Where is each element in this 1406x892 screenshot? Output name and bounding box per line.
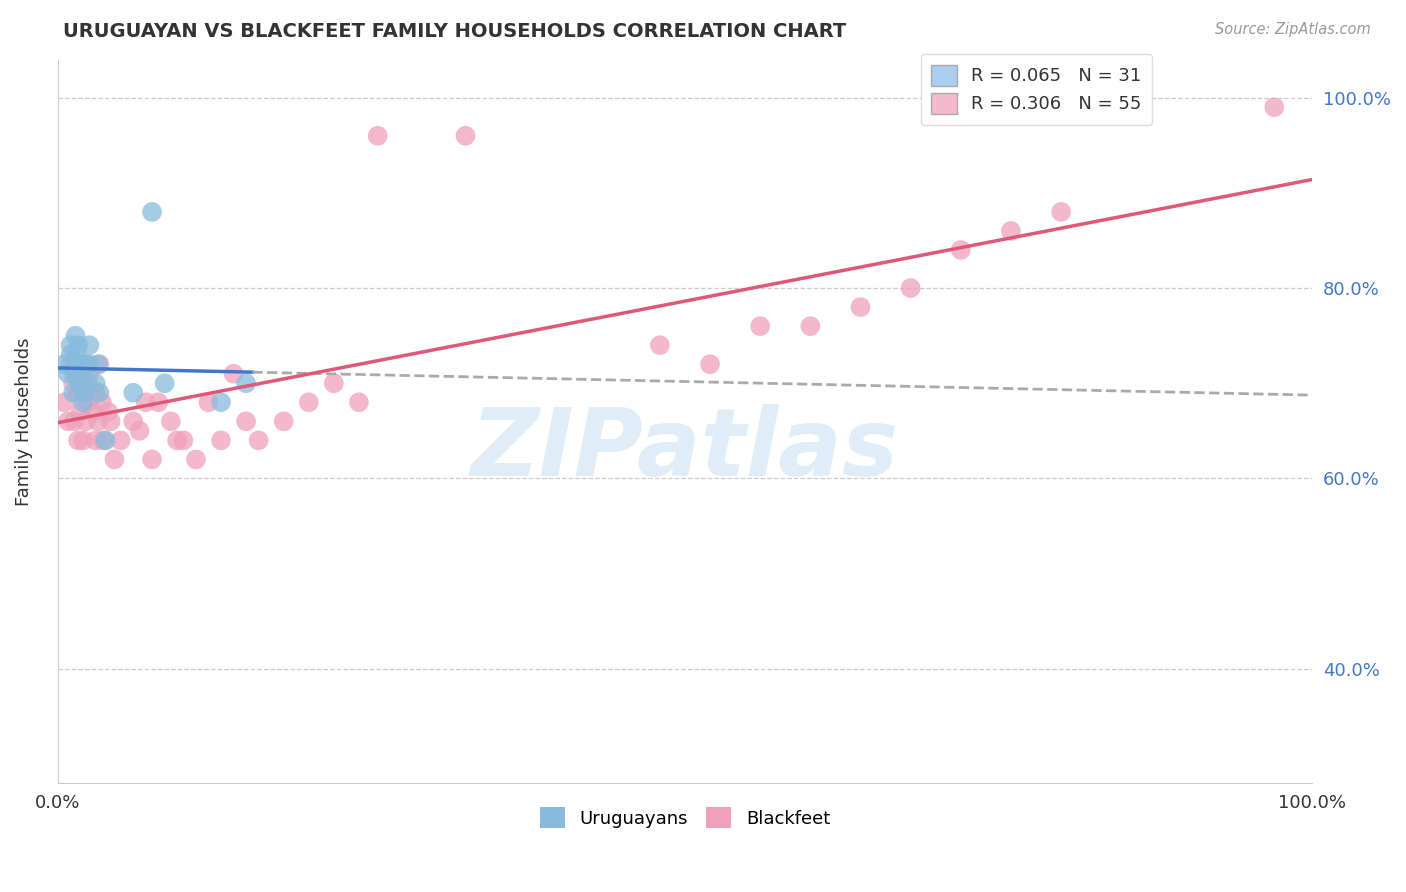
Point xyxy=(63,367,86,381)
Point xyxy=(322,376,344,391)
Point xyxy=(72,357,94,371)
Point xyxy=(84,376,107,391)
Point xyxy=(153,376,176,391)
Point xyxy=(949,243,972,257)
Point xyxy=(77,376,100,391)
Point xyxy=(56,367,79,381)
Point xyxy=(67,357,90,371)
Point xyxy=(273,414,295,428)
Point xyxy=(122,385,145,400)
Point xyxy=(79,367,101,381)
Legend: Uruguayans, Blackfeet: Uruguayans, Blackfeet xyxy=(533,800,838,836)
Point xyxy=(90,395,112,409)
Point xyxy=(69,405,91,419)
Point xyxy=(160,414,183,428)
Point xyxy=(197,395,219,409)
Point xyxy=(66,348,89,362)
Point xyxy=(347,395,370,409)
Point xyxy=(454,128,477,143)
Point xyxy=(70,367,93,381)
Point xyxy=(103,452,125,467)
Point xyxy=(67,376,90,391)
Point xyxy=(235,414,257,428)
Point xyxy=(209,395,232,409)
Point xyxy=(59,338,82,352)
Point xyxy=(84,434,107,448)
Point xyxy=(59,357,82,371)
Point xyxy=(184,452,207,467)
Point xyxy=(67,434,90,448)
Point xyxy=(63,414,86,428)
Point xyxy=(799,319,821,334)
Point xyxy=(75,414,97,428)
Point xyxy=(79,357,101,371)
Point xyxy=(222,367,245,381)
Point xyxy=(67,376,90,391)
Point xyxy=(122,414,145,428)
Text: ZIPatlas: ZIPatlas xyxy=(471,404,898,496)
Point xyxy=(128,424,150,438)
Point xyxy=(67,338,90,352)
Text: Source: ZipAtlas.com: Source: ZipAtlas.com xyxy=(1215,22,1371,37)
Point xyxy=(66,357,89,371)
Point xyxy=(247,434,270,448)
Point xyxy=(148,395,170,409)
Point xyxy=(53,395,76,409)
Point xyxy=(69,357,91,371)
Text: URUGUAYAN VS BLACKFEET FAMILY HOUSEHOLDS CORRELATION CHART: URUGUAYAN VS BLACKFEET FAMILY HOUSEHOLDS… xyxy=(63,22,846,41)
Point xyxy=(166,434,188,448)
Point xyxy=(66,367,89,381)
Point xyxy=(89,357,111,371)
Point xyxy=(72,434,94,448)
Point xyxy=(89,385,111,400)
Point xyxy=(79,338,101,352)
Point xyxy=(53,357,76,371)
Point xyxy=(94,434,117,448)
Point xyxy=(66,385,89,400)
Point xyxy=(141,205,163,219)
Point xyxy=(100,414,122,428)
Point xyxy=(87,414,110,428)
Point xyxy=(648,338,671,352)
Point xyxy=(62,385,84,400)
Point xyxy=(141,452,163,467)
Point xyxy=(1000,224,1022,238)
Point xyxy=(97,405,120,419)
Point xyxy=(900,281,922,295)
Point xyxy=(75,357,97,371)
Point xyxy=(62,376,84,391)
Point xyxy=(72,385,94,400)
Point xyxy=(91,434,114,448)
Point xyxy=(84,385,107,400)
Point xyxy=(75,376,97,391)
Point xyxy=(209,434,232,448)
Point xyxy=(59,348,82,362)
Point xyxy=(82,405,104,419)
Y-axis label: Family Households: Family Households xyxy=(15,337,32,506)
Point xyxy=(699,357,721,371)
Point xyxy=(298,395,321,409)
Point xyxy=(73,385,96,400)
Point xyxy=(135,395,157,409)
Point xyxy=(65,357,87,371)
Point xyxy=(367,128,389,143)
Point xyxy=(1050,205,1073,219)
Point xyxy=(749,319,772,334)
Point xyxy=(56,414,79,428)
Point xyxy=(79,395,101,409)
Point xyxy=(1263,100,1285,114)
Point xyxy=(65,328,87,343)
Point xyxy=(87,357,110,371)
Point xyxy=(849,300,872,314)
Point xyxy=(110,434,132,448)
Point xyxy=(172,434,194,448)
Point xyxy=(72,395,94,409)
Point xyxy=(235,376,257,391)
